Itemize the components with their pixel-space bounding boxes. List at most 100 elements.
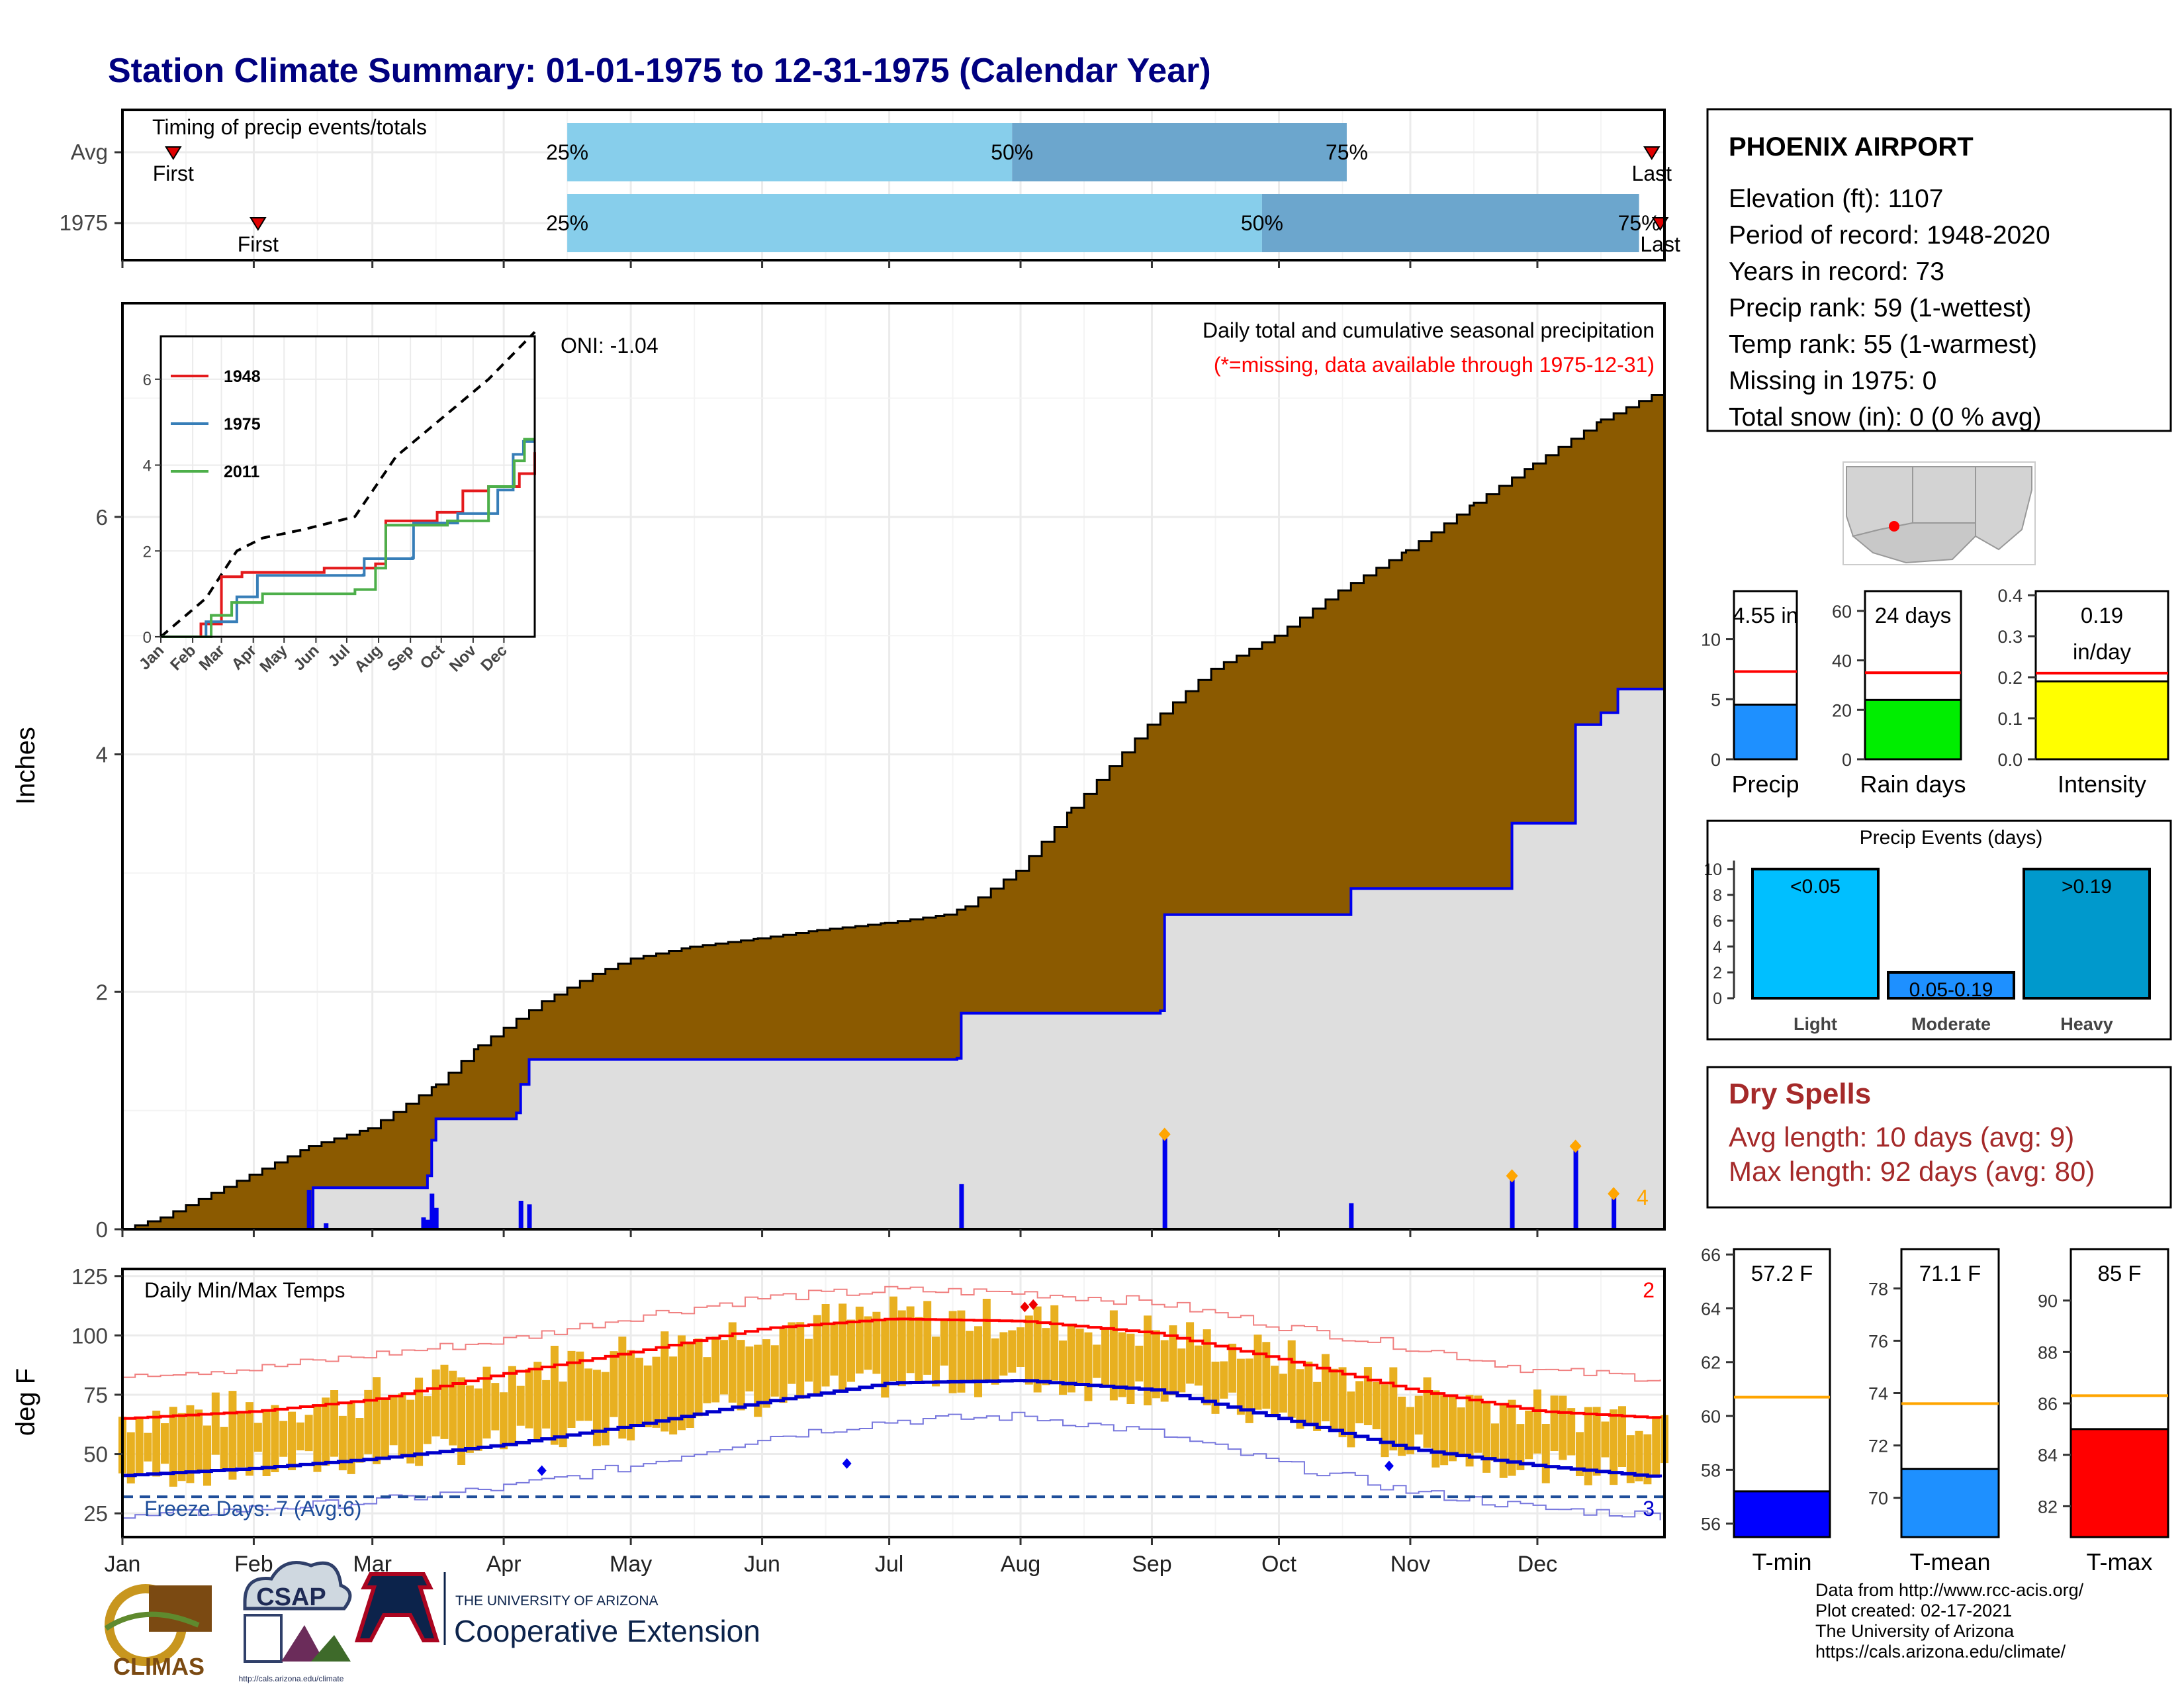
timing-row-label: Avg	[71, 140, 108, 164]
intensity-bar	[2034, 680, 2169, 761]
daily-precip-bar	[1510, 1179, 1515, 1229]
precip-missing-note: (*=missing, data available through 1975-…	[1214, 353, 1655, 377]
precip-events-title: Precip Events (days)	[1860, 827, 2043, 849]
rain-days-ytick: 40	[1832, 651, 1852, 671]
timing-bar-25-50	[567, 194, 1262, 252]
precip-events-ytick: 0	[1713, 990, 1722, 1008]
inset-line-avg	[159, 331, 536, 638]
record-low-marker	[1384, 1460, 1394, 1472]
precip-total-bar	[1733, 703, 1798, 761]
inset-line-2011	[161, 438, 535, 638]
daily-precip-bar	[421, 1217, 426, 1229]
daily-precip-bar	[527, 1204, 532, 1229]
rain-days-ytick: 0	[1842, 750, 1852, 770]
station-location-marker	[1889, 521, 1899, 532]
precip-ytick: 4	[96, 743, 108, 767]
precip-events-ytick: 2	[1713, 964, 1722, 982]
csap-logo-text: CSAP	[256, 1583, 326, 1611]
inset-ytick: 2	[143, 543, 152, 561]
freeze-days-label: Freeze Days: 7 (Avg:6)	[144, 1497, 361, 1521]
precip-events-category: Light	[1794, 1014, 1837, 1034]
footer-plot-created: Plot created: 02-17-2021	[1815, 1601, 2013, 1620]
record-low-count: 3	[1643, 1497, 1655, 1521]
month-label-jul: Jul	[875, 1552, 903, 1577]
tmin-bar	[1733, 1490, 1831, 1538]
month-label-dec: Dec	[1518, 1552, 1557, 1577]
daily-precip-bar	[1349, 1203, 1354, 1229]
year-cumulative-line	[122, 687, 1664, 1231]
inset-legend-label: 1948	[224, 367, 261, 386]
station-elevation: Elevation (ft): 1107	[1729, 185, 1943, 213]
record-high-marker	[1028, 1299, 1038, 1310]
month-label-nov: Nov	[1390, 1552, 1430, 1577]
footer-university: The University of Arizona	[1815, 1621, 2015, 1641]
station-missing: Missing in 1975: 0	[1729, 367, 1936, 395]
daily-precip-bar	[306, 1190, 312, 1229]
timing-bar-50-75	[1012, 123, 1347, 181]
dry-spells-max: Max length: 92 days (avg: 80)	[1729, 1156, 2095, 1187]
tmean-ytick: 74	[1868, 1384, 1888, 1404]
daily-precip-bar	[1162, 1134, 1167, 1229]
intensity-ytick: 0.0	[1997, 750, 2023, 770]
tmin-ytick: 58	[1701, 1460, 1721, 1480]
dry-spells-box: Dry Spells Avg length: 10 days (avg: 9) …	[1706, 1066, 2172, 1209]
ua-block-a-icon	[354, 1572, 440, 1642]
daily-precip-bar	[1573, 1149, 1578, 1229]
heavy-event-marker	[1158, 1127, 1171, 1141]
station-precip-rank: Precip rank: 59 (1-wettest)	[1729, 294, 2031, 322]
month-label-apr: Apr	[486, 1552, 522, 1577]
rain-days-ytick: 20	[1832, 700, 1852, 720]
record-min-line	[122, 1411, 1661, 1521]
page-title: Station Climate Summary: 01-01-1975 to 1…	[108, 52, 1211, 90]
timing-p25-label: 25%	[546, 211, 588, 235]
oni-label: ONI: -1.04	[561, 334, 659, 357]
timing-bar-25-50	[567, 123, 1013, 181]
tmax-value: 85 F	[2097, 1261, 2141, 1286]
precip-total-ytick: 5	[1711, 690, 1721, 710]
rain-days-bar	[1864, 698, 1962, 761]
first-event-label: First	[238, 232, 279, 256]
precip-ytick: 0	[96, 1217, 108, 1242]
month-label-may: May	[610, 1552, 652, 1577]
precip-total-value: 4.55 in	[1733, 603, 1798, 628]
precip-events-bar-label: <0.05	[1790, 876, 1841, 898]
inset-ytick: 6	[143, 371, 152, 389]
precip-events-ytick: 10	[1704, 861, 1722, 879]
first-event-marker	[165, 146, 182, 160]
station-name: PHOENIX AIRPORT	[1729, 132, 1974, 162]
tmax-ytick: 84	[2038, 1446, 2058, 1466]
tmax-label: T-max	[2086, 1548, 2152, 1575]
month-label-sep: Sep	[1132, 1552, 1172, 1577]
climas-logo: CLIMAS	[104, 1584, 212, 1680]
inset-legend-label: 2011	[224, 463, 259, 481]
record-max-line	[122, 1286, 1661, 1382]
timing-p50-label: 50%	[991, 140, 1033, 164]
precip-events-category: Heavy	[2060, 1014, 2113, 1034]
heavy-event-marker	[1569, 1139, 1582, 1153]
last-event-marker	[1643, 146, 1661, 160]
tmean-ytick: 72	[1868, 1436, 1888, 1456]
first-event-label: First	[153, 162, 194, 185]
climas-logo-text: CLIMAS	[113, 1653, 205, 1680]
coop-extension-text: Cooperative Extension	[454, 1614, 760, 1648]
tmin-label: T-min	[1752, 1548, 1812, 1575]
month-label-jun: Jun	[744, 1552, 780, 1577]
station-years: Years in record: 73	[1729, 258, 1944, 286]
timing-p75-label: 75%	[1618, 211, 1661, 235]
inset-legend-label: 1975	[224, 415, 261, 434]
precip-events-ytick: 6	[1713, 912, 1722, 931]
footer-data-source: Data from http://www.rcc-acis.org/	[1815, 1580, 2084, 1600]
tmin-ytick: 60	[1701, 1407, 1721, 1427]
month-label-aug: Aug	[1001, 1552, 1041, 1577]
tmax-ytick: 82	[2038, 1497, 2058, 1517]
precip-events-category: Moderate	[1911, 1014, 1991, 1034]
station-period: Period of record: 1948-2020	[1729, 221, 2050, 250]
intensity-ytick: 0.2	[1997, 668, 2023, 688]
tmin-ytick: 56	[1701, 1515, 1721, 1534]
timing-row-label: 1975	[60, 211, 108, 235]
daily-precip-bar	[1612, 1196, 1617, 1229]
station-snow: Total snow (in): 0 (0 % avg)	[1729, 403, 2042, 432]
month-label-jan: Jan	[105, 1552, 141, 1577]
